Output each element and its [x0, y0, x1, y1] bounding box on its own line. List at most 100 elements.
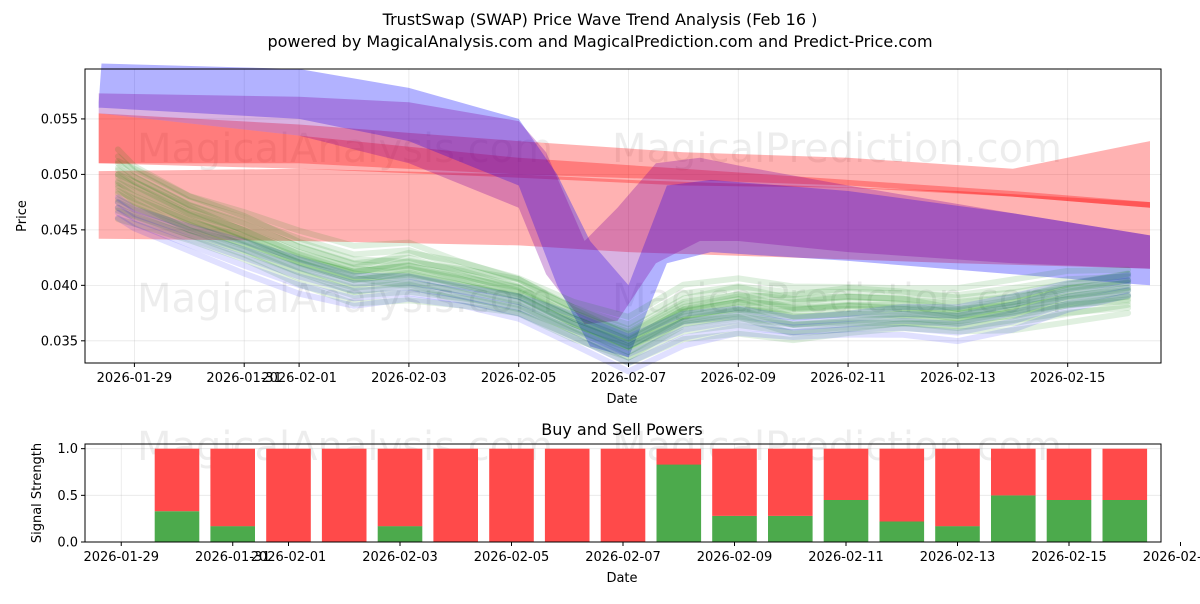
buy-sell-x-tick-label: 2026-02-17	[1143, 550, 1200, 565]
purple-band	[98, 93, 1151, 325]
buy-sell-x-tick-label: 2026-02-05	[474, 550, 550, 565]
wave-blue-1	[114, 204, 1132, 358]
sell-bar	[321, 448, 367, 542]
price-x-tick-label: 2026-02-07	[591, 371, 667, 386]
figure-title: TrustSwap (SWAP) Price Wave Trend Analys…	[382, 10, 818, 29]
buy-sell-x-tick-label: 2026-02-13	[920, 550, 996, 565]
buy-sell-chart: Buy and Sell Powers MagicalAnalysis.com …	[30, 420, 1200, 586]
price-x-tick-label: 2026-01-29	[97, 371, 173, 386]
price-y-ticks: 0.035 0.040 0.045 0.050 0.055	[41, 112, 85, 349]
wave-green-3	[114, 182, 1132, 344]
price-y-tick-label: 0.035	[41, 334, 78, 349]
sell-bar	[266, 448, 311, 542]
buy-bar	[656, 464, 702, 542]
price-x-tick-label: 2026-02-09	[701, 371, 777, 386]
blue-band	[98, 63, 1151, 358]
wave-green-2	[114, 196, 1132, 347]
price-y-tick-label: 0.055	[41, 112, 78, 127]
red-lower-band	[98, 168, 1151, 269]
price-x-tick-label: 2026-02-05	[481, 371, 557, 386]
watermark-prediction-2: MagicalPrediction.com	[612, 276, 1062, 322]
wave-blue-1	[114, 199, 1132, 349]
wave-green-4	[114, 174, 1132, 350]
buy-sell-x-tick-label: 2026-02-09	[697, 550, 773, 565]
buy-sell-x-tick-label: 2026-02-11	[808, 550, 884, 565]
buy-sell-x-tick-label: 2026-02-07	[585, 550, 661, 565]
price-x-tick-label: 2026-02-01	[261, 371, 337, 386]
watermark-analysis-2: MagicalAnalysis.com	[137, 276, 553, 322]
buy-sell-y-ticks: 0.0 0.5 1.0	[57, 442, 85, 551]
price-x-label: Date	[606, 392, 637, 407]
price-grid	[85, 69, 1161, 363]
buy-sell-x-tick-label: 2026-02-01	[251, 550, 327, 565]
price-wave-chart: MagicalAnalysis.com MagicalPrediction.co…	[15, 63, 1162, 407]
buy-sell-x-tick-label: 2026-01-29	[83, 550, 159, 565]
price-y-tick-label: 0.040	[41, 279, 78, 294]
sell-bar	[377, 448, 423, 527]
buy-sell-x-tick-label: 2026-02-15	[1031, 550, 1107, 565]
watermark-analysis: MagicalAnalysis.com	[137, 126, 553, 172]
buy-bar	[712, 515, 757, 542]
wave-green-2	[114, 179, 1132, 337]
buy-sell-bars	[154, 448, 1148, 542]
wave-green-3	[114, 207, 1132, 361]
buy-bar	[154, 511, 200, 542]
price-x-tick-label: 2026-02-11	[810, 371, 886, 386]
watermark-prediction: MagicalPrediction.com	[612, 126, 1062, 172]
price-watermarks: MagicalAnalysis.com MagicalPrediction.co…	[137, 126, 1062, 322]
figure-subtitle: powered by MagicalAnalysis.com and Magic…	[267, 32, 932, 51]
sell-bar	[154, 448, 200, 512]
buy-sell-x-tick-label: 2026-02-03	[362, 550, 438, 565]
price-waves	[114, 146, 1132, 375]
buy-bar	[210, 526, 255, 542]
buy-sell-title: Buy and Sell Powers	[541, 420, 703, 439]
buy-bar	[823, 500, 869, 542]
buy-bar	[879, 521, 925, 542]
red-top-band	[98, 113, 1151, 208]
wave-blue-1	[114, 215, 1132, 375]
wave-green-4	[114, 153, 1132, 328]
wave-green-4	[114, 167, 1132, 343]
buy-bar	[935, 526, 980, 542]
sell-bar	[1046, 448, 1092, 500]
sell-bar	[712, 448, 757, 516]
wave-green-1	[114, 178, 1132, 355]
wave-green-3	[114, 199, 1132, 355]
wave-green-2	[114, 204, 1132, 351]
wave-green-1	[114, 184, 1132, 361]
buy-sell-y-tick-label: 0.5	[57, 489, 78, 504]
buy-sell-y-label: Signal Strength	[30, 443, 45, 543]
wave-green-3	[114, 216, 1132, 367]
buy-sell-x-label: Date	[606, 571, 637, 586]
wave-green-2	[114, 188, 1132, 342]
sell-bar	[935, 448, 980, 527]
sell-bar	[1102, 448, 1148, 500]
wave-green-1	[114, 164, 1132, 344]
sell-bar	[879, 448, 925, 522]
price-x-tick-label: 2026-01-31	[206, 371, 282, 386]
wave-green-2	[114, 171, 1132, 333]
price-bands	[98, 63, 1151, 358]
sell-bar	[823, 448, 869, 500]
sell-bar	[210, 448, 255, 527]
sell-bar	[433, 448, 478, 542]
price-y-tick-label: 0.045	[41, 223, 78, 238]
sell-bar	[544, 448, 590, 542]
buy-sell-y-tick-label: 0.0	[57, 536, 78, 551]
sell-bar	[600, 448, 646, 542]
wave-green-4	[114, 160, 1132, 335]
sell-bar	[768, 448, 813, 516]
buy-bar	[377, 526, 423, 542]
sell-bar	[656, 448, 702, 465]
sell-bar	[489, 448, 534, 542]
buy-bar	[1046, 500, 1092, 542]
wave-green-3	[114, 190, 1132, 350]
price-y-label: Price	[15, 200, 30, 232]
wave-green-4	[114, 146, 1132, 320]
buy-sell-y-tick-label: 1.0	[57, 442, 78, 457]
red-upper-band	[98, 113, 1151, 208]
wave-green-1	[114, 171, 1132, 350]
